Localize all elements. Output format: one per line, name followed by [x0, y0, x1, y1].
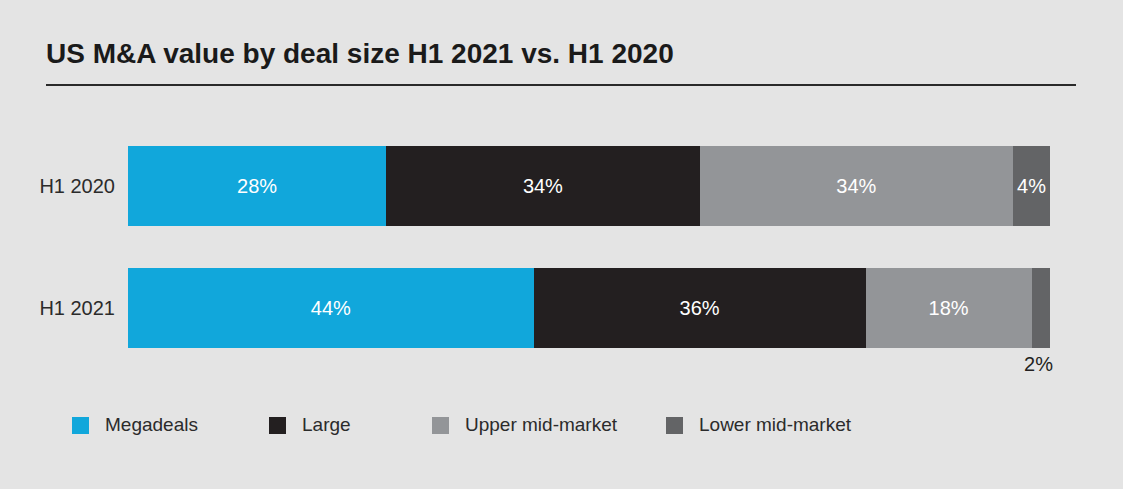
legend-item-megadeals: Megadeals: [72, 414, 198, 436]
bar-track: 44% 36% 18% 2%: [128, 268, 1050, 348]
bar-track: 28% 34% 34% 4%: [128, 146, 1050, 226]
chart-page: US M&A value by deal size H1 2021 vs. H1…: [0, 0, 1123, 489]
legend-label: Lower mid-market: [699, 414, 851, 436]
bar-row-h1-2021: H1 2021 44% 36% 18% 2%: [0, 268, 1123, 348]
bar-value-label: 18%: [929, 297, 969, 320]
bar-value-label: 2%: [1024, 353, 1053, 376]
bar-segment-lower-mid-market: 2%: [1032, 268, 1050, 348]
bar-row-h1-2020: H1 2020 28% 34% 34% 4%: [0, 146, 1123, 226]
legend-label: Upper mid-market: [465, 414, 617, 436]
bar-segment-upper-mid-market: 18%: [866, 268, 1032, 348]
bar-segment-megadeals: 44%: [128, 268, 534, 348]
legend-label: Large: [302, 414, 351, 436]
bar-value-label: 28%: [237, 175, 277, 198]
legend-swatch-upper-mid-market: [432, 417, 449, 434]
bar-value-label: 44%: [311, 297, 351, 320]
legend-swatch-megadeals: [72, 417, 89, 434]
bar-value-label: 34%: [523, 175, 563, 198]
bar-segment-lower-mid-market: 4%: [1013, 146, 1050, 226]
bar-segment-upper-mid-market: 34%: [700, 146, 1013, 226]
bar-segment-large: 36%: [534, 268, 866, 348]
bar-segment-large: 34%: [386, 146, 699, 226]
bar-value-label: 34%: [836, 175, 876, 198]
bar-segment-megadeals: 28%: [128, 146, 386, 226]
bar-value-label: 4%: [1017, 175, 1046, 198]
chart-legend: Megadeals Large Upper mid-market Lower mid-…: [0, 414, 1123, 434]
legend-item-lower-mid-market: Lower mid-market: [666, 414, 851, 436]
chart-title: US M&A value by deal size H1 2021 vs. H1…: [46, 38, 674, 70]
title-rule: [46, 84, 1076, 86]
category-label: H1 2021: [0, 268, 115, 348]
legend-label: Megadeals: [105, 414, 198, 436]
category-label: H1 2020: [0, 146, 115, 226]
legend-item-large: Large: [269, 414, 351, 436]
legend-swatch-lower-mid-market: [666, 417, 683, 434]
legend-item-upper-mid-market: Upper mid-market: [432, 414, 617, 436]
legend-swatch-large: [269, 417, 286, 434]
bar-value-label: 36%: [680, 297, 720, 320]
